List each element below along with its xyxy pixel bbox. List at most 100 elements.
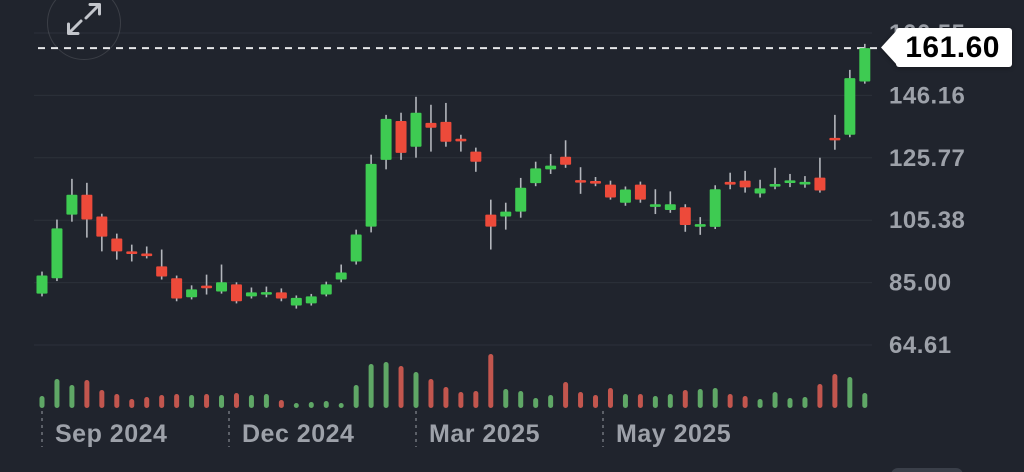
candle-body	[844, 78, 856, 135]
candle	[96, 213, 108, 252]
candle-body	[380, 118, 392, 160]
volume-bar	[69, 385, 75, 408]
candle-body	[395, 120, 407, 153]
candle	[799, 176, 811, 188]
volume-bar	[518, 391, 524, 408]
volume-bar	[174, 394, 180, 408]
candle	[275, 288, 287, 302]
candle-body	[455, 138, 467, 142]
candle-body	[619, 189, 631, 203]
volume-bar	[817, 384, 823, 408]
candle	[230, 282, 242, 304]
last-price-value: 161.60	[896, 28, 1012, 67]
candle	[500, 202, 512, 230]
candle	[186, 285, 198, 300]
expand-arrows-icon	[67, 2, 101, 35]
candle-body	[126, 251, 138, 254]
y-axis-label: 125.77	[889, 145, 965, 172]
candles-layer	[36, 43, 871, 309]
candle-body	[320, 284, 332, 295]
volume-bar	[712, 388, 718, 408]
candle-body	[679, 207, 691, 226]
price-gridlines	[34, 32, 872, 346]
candle	[260, 286, 272, 298]
candle	[649, 189, 661, 215]
volume-bar	[533, 398, 539, 408]
candle	[36, 271, 48, 297]
candle	[395, 112, 407, 160]
candle	[575, 167, 587, 194]
candle	[470, 147, 482, 172]
candle	[216, 264, 228, 294]
volume-bar	[548, 395, 554, 408]
candle	[81, 182, 93, 238]
candle-body	[604, 184, 616, 198]
y-axis-label: 85.00	[889, 270, 952, 297]
volume-bar	[383, 362, 389, 408]
volume-bar	[727, 394, 733, 408]
volume-bar	[862, 393, 868, 408]
candle-body	[171, 278, 183, 299]
volume-bar	[787, 398, 793, 408]
candle-body	[66, 194, 78, 215]
candle-body	[186, 289, 198, 298]
candle-body	[440, 121, 452, 142]
candle-body	[425, 122, 437, 128]
candle-body	[575, 180, 587, 183]
candle-body	[485, 214, 497, 227]
candle	[694, 217, 706, 235]
candle	[844, 69, 856, 138]
candle-body	[230, 284, 242, 302]
candle-body	[739, 180, 751, 188]
candle	[245, 287, 257, 299]
candle-body	[829, 137, 841, 141]
volume-bar	[802, 397, 808, 408]
volume-bar	[443, 387, 449, 408]
volume-bar	[368, 364, 374, 408]
candle	[784, 173, 796, 188]
candle-body	[141, 253, 153, 257]
candle-body	[81, 194, 93, 220]
candle	[590, 177, 602, 187]
candle	[455, 134, 467, 152]
volume-layer	[39, 354, 868, 408]
volume-bar	[488, 354, 494, 408]
volume-bar	[398, 366, 404, 408]
candle-body	[694, 224, 706, 227]
candle-body	[709, 189, 721, 227]
candle	[66, 178, 78, 222]
candle	[141, 246, 153, 259]
candle	[290, 295, 302, 309]
volume-bar	[189, 395, 195, 408]
candle	[724, 172, 736, 190]
expand-button[interactable]	[47, 0, 121, 60]
candle-body	[410, 112, 422, 147]
volume-bar	[144, 397, 150, 408]
volume-bar	[697, 389, 703, 408]
candle	[545, 154, 557, 174]
candle-body	[156, 266, 168, 277]
candle	[156, 249, 168, 280]
candle	[201, 274, 213, 295]
volume-bar	[219, 395, 225, 408]
candle-body	[530, 168, 542, 184]
candle-body	[335, 272, 347, 280]
volume-bar	[757, 399, 763, 408]
candle-body	[649, 204, 661, 207]
bottom-partial-element	[891, 468, 963, 472]
candle	[51, 219, 63, 282]
volume-bar	[578, 392, 584, 408]
candle-body	[560, 156, 572, 165]
candle	[485, 199, 497, 250]
volume-bar	[637, 394, 643, 408]
volume-bar	[353, 385, 359, 408]
candle	[560, 140, 572, 168]
candle-body	[859, 48, 871, 82]
volume-bar	[682, 390, 688, 408]
candle-body	[754, 188, 766, 194]
candle-body	[290, 297, 302, 306]
x-axis-label: Dec 2024	[242, 420, 354, 448]
